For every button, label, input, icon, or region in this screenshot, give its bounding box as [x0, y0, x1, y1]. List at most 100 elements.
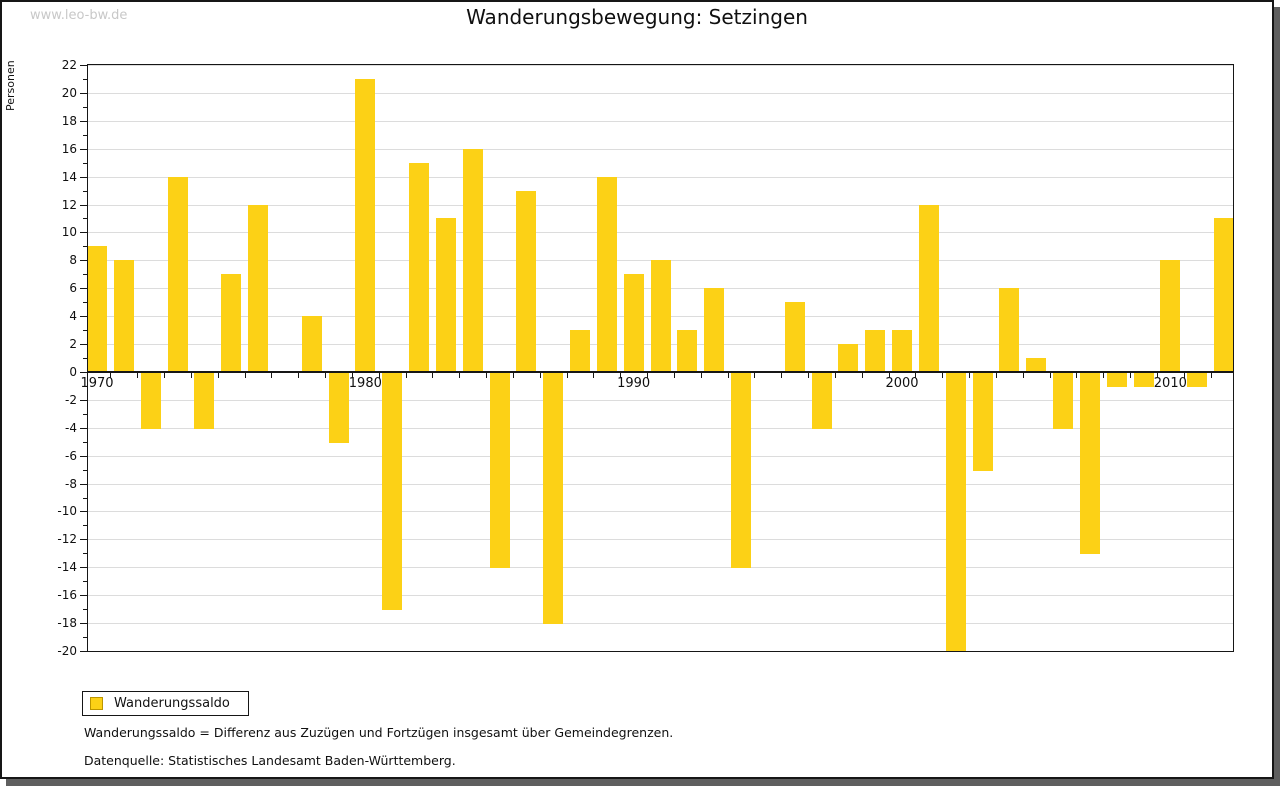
- gridline--2: [88, 399, 1233, 401]
- y-axis-tick: [80, 539, 87, 541]
- y-axis-label--8: -8: [65, 476, 77, 491]
- y-axis-tick: [80, 399, 87, 401]
- y-axis-label-8: 8: [69, 253, 77, 268]
- y-axis-label--6: -6: [65, 448, 77, 463]
- y-axis-label--4: -4: [65, 420, 77, 435]
- x-axis-tick: [888, 372, 890, 378]
- x-axis-tick: [1049, 372, 1051, 378]
- watermark: www.leo-bw.de: [30, 8, 128, 23]
- bar-1985: [489, 372, 510, 569]
- x-axis-tick: [1130, 372, 1132, 378]
- x-axis-tick: [647, 372, 649, 378]
- y-axis-tick: [80, 371, 87, 373]
- y-axis-tick: [80, 232, 87, 234]
- x-axis-tick: [271, 372, 273, 378]
- bar-1994: [731, 372, 751, 569]
- bar-2008: [1106, 372, 1127, 387]
- y-axis-label-6: 6: [69, 281, 77, 296]
- x-axis-tick: [512, 372, 514, 378]
- y-axis-tick: [80, 455, 87, 457]
- x-axis-tick: [727, 372, 729, 378]
- y-axis-label--16: -16: [57, 588, 77, 603]
- x-axis-tick: [1183, 372, 1185, 378]
- x-axis-tick: [620, 372, 622, 378]
- y-axis-tick: [80, 92, 87, 94]
- x-axis-tick: [995, 372, 997, 378]
- gridline-22: [88, 65, 1233, 66]
- gridline-14: [88, 176, 1233, 178]
- y-axis-label--18: -18: [57, 616, 77, 631]
- bar-2003: [972, 372, 993, 471]
- bar-1972: [140, 372, 161, 429]
- bar-1991: [650, 260, 671, 372]
- x-axis-tick: [700, 372, 702, 378]
- plot-area: [87, 64, 1234, 652]
- y-axis-label-20: 20: [61, 85, 77, 100]
- x-axis-tick: [1103, 372, 1105, 378]
- y-axis-tick: [80, 511, 87, 513]
- gridline--4: [88, 427, 1233, 429]
- bar-2006: [1053, 372, 1073, 429]
- bar-1978: [301, 316, 322, 372]
- y-axis-tick: [80, 260, 87, 262]
- x-axis-tick: [432, 372, 434, 378]
- y-axis-label-10: 10: [61, 225, 77, 240]
- y-axis-label-4: 4: [69, 309, 77, 324]
- page-title: Wanderungsbewegung: Setzingen: [466, 5, 808, 29]
- gridline-16: [88, 148, 1233, 150]
- x-axis-tick: [808, 372, 810, 378]
- bar-2012: [1214, 218, 1233, 372]
- x-axis-tick: [486, 372, 488, 378]
- y-axis-label--12: -12: [57, 532, 77, 547]
- bar-1974: [194, 372, 215, 429]
- y-axis-tick: [80, 483, 87, 485]
- x-axis-tick: [673, 372, 675, 378]
- gridline--6: [88, 455, 1233, 457]
- bar-2010: [1160, 260, 1181, 372]
- x-axis-tick: [593, 372, 595, 378]
- bar-1981: [382, 372, 403, 611]
- bar-1988: [570, 330, 590, 372]
- y-axis-tick: [80, 204, 87, 206]
- x-axis-tick: [110, 372, 112, 378]
- x-axis-tick: [164, 372, 166, 378]
- bar-2005: [1026, 358, 1047, 372]
- bar-2000: [892, 330, 912, 372]
- y-axis-label-14: 14: [61, 169, 77, 184]
- footnote-source: Datenquelle: Statistisches Landesamt Bad…: [84, 753, 456, 768]
- bar-1998: [838, 344, 859, 372]
- x-axis-tick: [915, 372, 917, 378]
- y-axis-label-16: 16: [61, 141, 77, 156]
- y-axis-tick: [80, 595, 87, 597]
- y-axis-tick: [80, 148, 87, 150]
- gridline--8: [88, 483, 1233, 485]
- bar-1984: [462, 148, 483, 372]
- y-axis-tick: [80, 344, 87, 346]
- x-axis-tick: [378, 372, 380, 378]
- bar-2002: [945, 372, 966, 651]
- footnote-definition: Wanderungssaldo = Differenz aus Zuzügen …: [84, 725, 674, 740]
- x-axis-tick: [137, 372, 139, 378]
- y-axis-tick: [80, 427, 87, 429]
- legend: Wanderungssaldo: [82, 691, 249, 716]
- gridline-12: [88, 204, 1233, 206]
- x-axis-tick: [190, 372, 192, 378]
- bar-1973: [167, 176, 188, 372]
- bar-1999: [865, 330, 886, 372]
- bar-1993: [704, 288, 725, 372]
- y-axis-label-18: 18: [61, 113, 77, 128]
- x-axis-tick: [1076, 372, 1078, 378]
- bar-2004: [999, 288, 1020, 372]
- gridline--12: [88, 539, 1233, 541]
- bar-1990: [623, 274, 644, 372]
- x-axis-tick: [861, 372, 863, 378]
- x-axis-tick: [298, 372, 300, 378]
- y-axis-tick: [80, 120, 87, 122]
- x-axis-tick: [781, 372, 783, 378]
- bar-1975: [221, 274, 242, 372]
- bar-2007: [1079, 372, 1100, 555]
- x-axis-tick: [325, 372, 327, 378]
- gridline--10: [88, 511, 1233, 513]
